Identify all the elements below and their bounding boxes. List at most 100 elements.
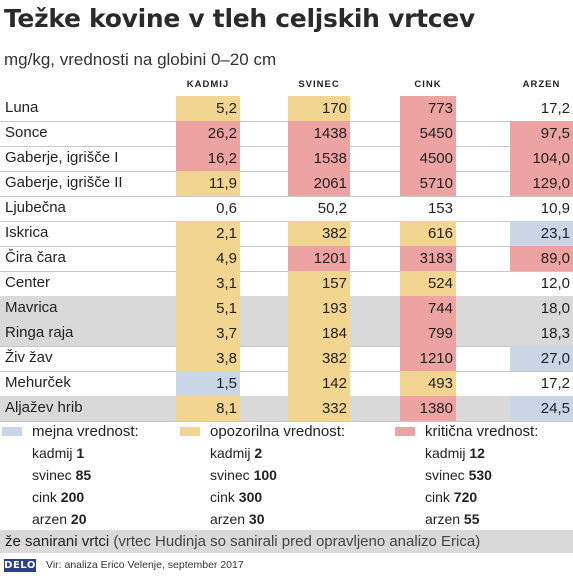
row-label: Ljubečna (5, 199, 66, 216)
table-row: Gaberje, igrišče I 16,2 1538 4500 104,0 (0, 146, 573, 171)
cell-cink: 773 (400, 96, 456, 121)
legend-item-label: arzen (32, 511, 68, 527)
legend-item: svinec 85 (32, 467, 91, 483)
cell-kadmij: 11,9 (176, 171, 240, 196)
row-divider (0, 171, 573, 172)
legend-item: svinec 100 (210, 467, 277, 483)
chart-title: Težke kovine v tleh celjskih vrtcev (4, 4, 475, 33)
cell-cink: 616 (400, 221, 456, 246)
legend-item-value: 2 (254, 445, 263, 461)
cell-cink: 4500 (400, 146, 456, 171)
cell-svinec: 142 (288, 371, 350, 396)
row-divider (0, 421, 573, 422)
legend-title: opozorilna vrednost: (210, 423, 346, 440)
legend-swatch (2, 427, 22, 436)
legend-item: kadmij 1 (32, 445, 84, 461)
cell-kadmij: 2,1 (176, 221, 240, 246)
row-label: Ringa raja (5, 324, 74, 341)
cell-arzen: 17,2 (540, 100, 570, 117)
row-label: Čira čara (5, 249, 66, 266)
cell-kadmij: 1,5 (176, 371, 240, 396)
column-header-arzen: ARZEN (522, 79, 561, 90)
legend-item-label: arzen (425, 511, 461, 527)
row-label: Gaberje, igrišče I (5, 149, 119, 166)
table-row: Sonce 26,2 1438 5450 97,5 (0, 121, 573, 146)
cell-svinec: 1538 (288, 146, 350, 171)
legend-item-label: kadmij (210, 445, 251, 461)
cell-kadmij: 3,8 (176, 346, 240, 371)
cell-arzen: 10,9 (540, 200, 570, 217)
row-divider (0, 346, 573, 347)
column-header-cink: CINK (414, 79, 442, 90)
cell-arzen: 23,1 (510, 221, 573, 246)
table-row: Aljažev hrib 8,1 332 1380 24,5 (0, 396, 573, 421)
table-row: Mehurček 1,5 142 493 17,2 (0, 371, 573, 396)
chart-subtitle: mg/kg, vrednosti na globini 0–20 cm (4, 50, 277, 69)
cell-kadmij: 4,9 (176, 246, 240, 271)
cell-svinec: 1438 (288, 121, 350, 146)
cell-arzen: 97,5 (510, 121, 573, 146)
legend-item: svinec 530 (425, 467, 492, 483)
legend-item: cink 300 (210, 489, 262, 505)
legend-title: kritična vrednost: (425, 423, 539, 440)
cell-kadmij: 0,6 (216, 200, 237, 217)
cell-svinec: 170 (288, 96, 350, 121)
legend-item: arzen 20 (32, 511, 87, 527)
table-row: Luna 5,2 170 773 17,2 (0, 96, 573, 121)
table-row: Mavrica 5,1 193 744 18,0 (0, 296, 573, 321)
row-label: Živ žav (5, 349, 53, 366)
table-row: Iskrica 2,1 382 616 23,1 (0, 221, 573, 246)
footer: DELO Vir: analiza Erico Velenje, septemb… (0, 556, 573, 579)
table-row: Živ žav 3,8 382 1210 27,0 (0, 346, 573, 371)
row-label: Aljažev hrib (5, 399, 83, 416)
legend-item-value: 300 (238, 489, 263, 505)
legend-item-label: cink (32, 489, 57, 505)
row-label: Sonce (5, 124, 48, 141)
cell-kadmij: 8,1 (176, 396, 240, 421)
cell-svinec: 382 (288, 346, 350, 371)
column-header-svinec: SVINEC (298, 79, 340, 90)
cell-cink: 1210 (400, 346, 456, 371)
cell-arzen: 24,5 (510, 396, 573, 421)
cell-cink: 524 (400, 271, 456, 296)
legend-swatch (395, 427, 415, 436)
cell-arzen: 12,0 (540, 275, 570, 292)
legend-item-value: 100 (253, 467, 277, 483)
cell-arzen: 17,2 (540, 375, 570, 392)
table-row: Gaberje, igrišče II 11,9 2061 5710 129,0 (0, 171, 573, 196)
legend-item-label: svinec (425, 467, 465, 483)
delo-logo: DELO (4, 559, 36, 572)
row-label: Mavrica (5, 299, 58, 316)
cell-cink: 5450 (400, 121, 456, 146)
legend-item-label: kadmij (425, 445, 466, 461)
row-divider (0, 121, 573, 122)
legend-item: arzen 55 (425, 511, 480, 527)
cell-arzen: 18,3 (540, 325, 570, 342)
renovated-note-bar: že sanirani vrtci (vrtec Hudinja so sani… (0, 530, 573, 553)
cell-svinec: 382 (288, 221, 350, 246)
row-label: Iskrica (5, 224, 49, 241)
row-label: Center (5, 274, 51, 291)
table-row: Center 3,1 157 524 12,0 (0, 271, 573, 296)
cell-arzen: 104,0 (510, 146, 573, 171)
legend-item-label: cink (210, 489, 235, 505)
legend-item-value: 55 (463, 511, 480, 527)
renovated-label: že sanirani vrtci (5, 533, 110, 550)
column-header-kadmij: KADMIJ (186, 79, 230, 90)
legend-item-value: 12 (469, 445, 485, 461)
cell-cink: 153 (427, 200, 453, 217)
table-row: Čira čara 4,9 1201 3183 89,0 (0, 246, 573, 271)
row-label: Luna (5, 99, 39, 116)
legend-item: cink 200 (32, 489, 84, 505)
legend-item-label: kadmij (32, 445, 73, 461)
legend-item-value: 85 (75, 467, 92, 483)
cell-svinec: 157 (288, 271, 350, 296)
cell-arzen: 89,0 (510, 246, 573, 271)
row-divider (0, 221, 573, 222)
legend-item-value: 200 (60, 489, 85, 505)
cell-svinec: 184 (288, 321, 350, 346)
legend-item: arzen 30 (210, 511, 265, 527)
cell-arzen: 129,0 (510, 171, 573, 196)
source-credit: Vir: analiza Erico Velenje, september 20… (46, 559, 244, 571)
cell-kadmij: 5,2 (176, 96, 240, 121)
